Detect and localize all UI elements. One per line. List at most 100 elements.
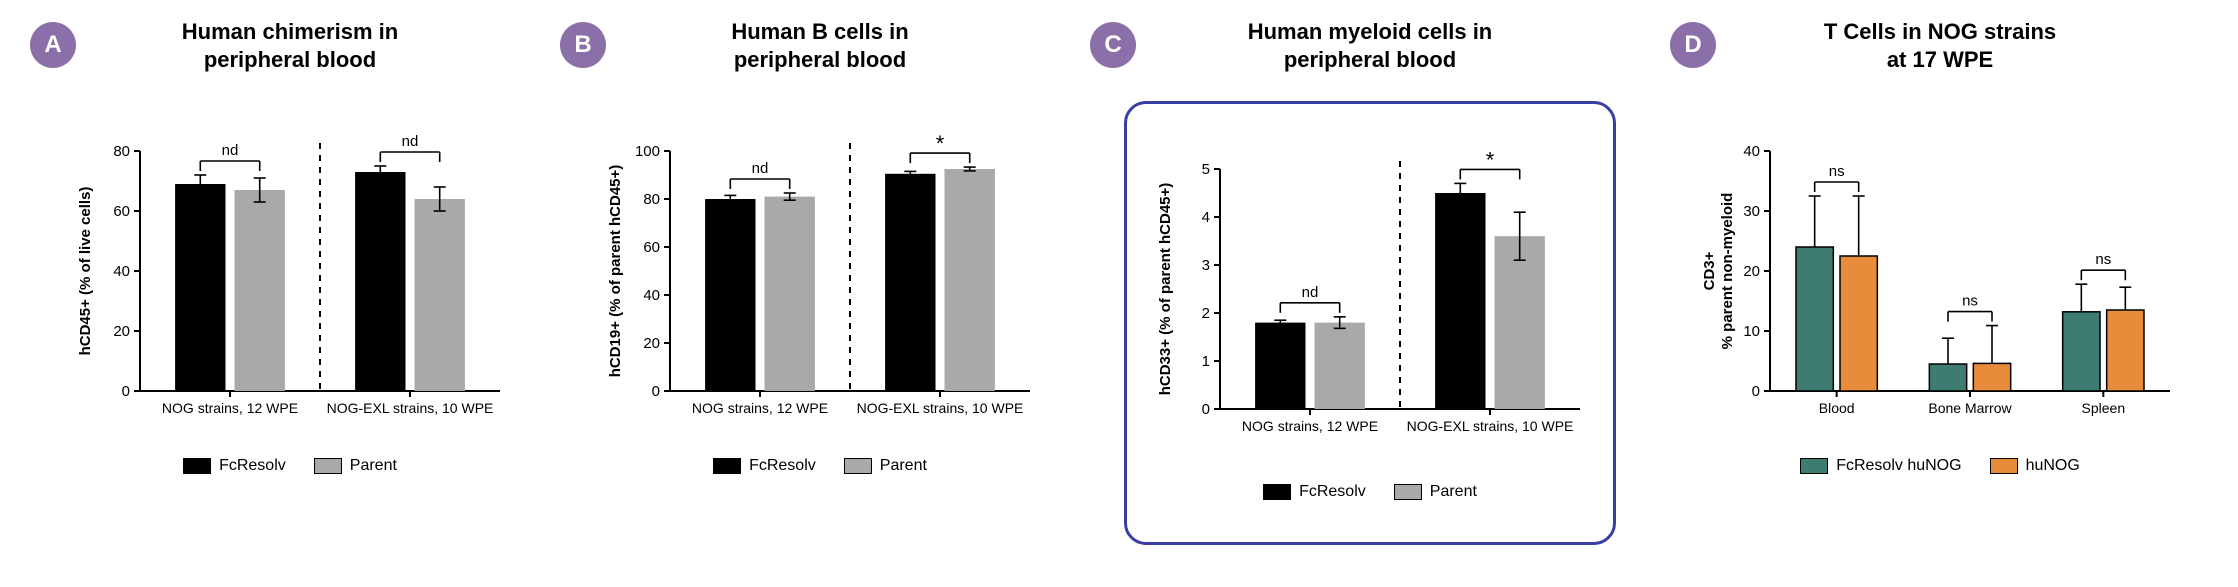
- panel-A-title: Human chimerism in peripheral blood: [76, 18, 550, 73]
- svg-text:hCD33+ (% of parent hCD45+): hCD33+ (% of parent hCD45+): [1157, 183, 1174, 396]
- legend-label: Parent: [350, 457, 397, 475]
- panel-B-title-line1: Human B cells in: [731, 19, 908, 44]
- legend-label: Parent: [880, 457, 927, 475]
- svg-text:ns: ns: [1829, 163, 1845, 180]
- svg-text:10: 10: [1743, 323, 1760, 340]
- legend-item: Parent: [844, 457, 927, 475]
- panel-C: C Human myeloid cells in peripheral bloo…: [1090, 18, 1650, 545]
- legend-label: huNOG: [2026, 457, 2080, 475]
- svg-text:100: 100: [635, 143, 660, 160]
- panel-C-title-line1: Human myeloid cells in: [1248, 19, 1493, 44]
- legend-swatch: [1800, 458, 1828, 474]
- svg-text:Blood: Blood: [1819, 400, 1855, 416]
- svg-text:80: 80: [643, 191, 660, 208]
- legend-item: FcResolv: [1263, 483, 1366, 501]
- svg-text:*: *: [1486, 147, 1495, 172]
- legend-item: huNOG: [1990, 457, 2080, 475]
- chart-A: 020406080hCD45+ (% of live cells)ndNOG s…: [70, 101, 510, 447]
- chart-C-outline-wrap: 0 1 2 3 4 5 hCD33+ (% of parent hCD45+) nd NOG s…: [1124, 101, 1616, 545]
- legend-D: FcResolv huNOG huNOG: [1800, 457, 2080, 475]
- svg-text:0: 0: [1202, 401, 1210, 418]
- legend-label: FcResolv: [219, 457, 286, 475]
- svg-text:Spleen: Spleen: [2082, 400, 2126, 416]
- svg-text:nd: nd: [1302, 284, 1319, 301]
- panel-D-badge: D: [1670, 22, 1716, 68]
- svg-text:CD3+: CD3+: [1701, 251, 1718, 290]
- svg-text:1: 1: [1202, 353, 1210, 370]
- svg-text:40: 40: [1743, 143, 1760, 160]
- svg-text:3: 3: [1202, 257, 1210, 274]
- svg-text:nd: nd: [752, 160, 769, 177]
- svg-text:30: 30: [1743, 203, 1760, 220]
- svg-text:0: 0: [652, 383, 660, 400]
- chart-B: 0 20 40 60 80 100 hCD19+ (% of parent hCD45+) n…: [600, 101, 1040, 447]
- svg-text:NOG strains, 12 WPE: NOG strains, 12 WPE: [162, 400, 298, 416]
- svg-text:2: 2: [1202, 305, 1210, 322]
- panel-B-title: Human B cells in peripheral blood: [606, 18, 1080, 73]
- legend-label: Parent: [1430, 483, 1477, 501]
- svg-text:40: 40: [643, 287, 660, 304]
- legend-B: FcResolv Parent: [713, 457, 927, 475]
- legend-C: FcResolv Parent: [1150, 483, 1590, 501]
- chart-D: 0 10 20 30 40 CD3+% parent non-myeloid ns Blood…: [1700, 101, 2180, 447]
- svg-text:20: 20: [113, 323, 130, 340]
- svg-text:nd: nd: [402, 133, 419, 150]
- panel-D-title: T Cells in NOG strains at 17 WPE: [1716, 18, 2210, 73]
- svg-text:NOG-EXL strains, 10 WPE: NOG-EXL strains, 10 WPE: [1407, 418, 1574, 434]
- svg-text:5: 5: [1202, 161, 1210, 178]
- panel-B: B Human B cells in peripheral blood 0 20 4…: [560, 18, 1080, 475]
- legend-item: FcResolv: [183, 457, 286, 475]
- panel-B-badge: B: [560, 22, 606, 68]
- legend-label: FcResolv: [1299, 483, 1366, 501]
- svg-text:60: 60: [643, 239, 660, 256]
- legend-item: Parent: [1394, 483, 1477, 501]
- svg-text:80: 80: [113, 143, 130, 160]
- legend-A: FcResolv Parent: [183, 457, 397, 475]
- svg-text:ns: ns: [2095, 251, 2111, 268]
- svg-text:hCD19+ (% of parent hCD45+): hCD19+ (% of parent hCD45+): [607, 165, 624, 378]
- svg-text:hCD45+ (% of live cells): hCD45+ (% of live cells): [77, 187, 94, 356]
- svg-text:20: 20: [1743, 263, 1760, 280]
- svg-text:NOG strains, 12 WPE: NOG strains, 12 WPE: [692, 400, 828, 416]
- legend-swatch: [844, 458, 872, 474]
- panel-D-title-line2: at 17 WPE: [1887, 47, 1993, 72]
- svg-text:4: 4: [1202, 209, 1210, 226]
- svg-text:% parent non-myeloid: % parent non-myeloid: [1719, 193, 1736, 350]
- panel-A-badge: A: [30, 22, 76, 68]
- panel-A-header: A Human chimerism in peripheral blood: [30, 18, 550, 73]
- legend-swatch: [1990, 458, 2018, 474]
- legend-swatch: [1263, 484, 1291, 500]
- panel-A-title-line1: Human chimerism in: [182, 19, 398, 44]
- svg-text:Bone Marrow: Bone Marrow: [1928, 400, 2012, 416]
- svg-text:40: 40: [113, 263, 130, 280]
- panel-C-badge: C: [1090, 22, 1136, 68]
- legend-swatch: [314, 458, 342, 474]
- legend-swatch: [713, 458, 741, 474]
- panel-C-title-line2: peripheral blood: [1284, 47, 1456, 72]
- legend-item: Parent: [314, 457, 397, 475]
- panel-D: D T Cells in NOG strains at 17 WPE 0 10 20…: [1670, 18, 2210, 475]
- panel-C-title: Human myeloid cells in peripheral blood: [1136, 18, 1650, 73]
- svg-text:20: 20: [643, 335, 660, 352]
- legend-item: FcResolv: [713, 457, 816, 475]
- panel-D-title-line1: T Cells in NOG strains: [1824, 19, 2056, 44]
- legend-swatch: [183, 458, 211, 474]
- svg-text:nd: nd: [222, 142, 239, 159]
- svg-text:*: *: [936, 131, 945, 156]
- legend-swatch: [1394, 484, 1422, 500]
- svg-text:NOG strains, 12 WPE: NOG strains, 12 WPE: [1242, 418, 1378, 434]
- panel-A: A Human chimerism in peripheral blood 02…: [30, 18, 550, 475]
- legend-label: FcResolv: [749, 457, 816, 475]
- svg-text:0: 0: [1752, 383, 1760, 400]
- panel-B-header: B Human B cells in peripheral blood: [560, 18, 1080, 73]
- panel-A-title-line2: peripheral blood: [204, 47, 376, 72]
- panel-B-title-line2: peripheral blood: [734, 47, 906, 72]
- legend-item: FcResolv huNOG: [1800, 457, 1961, 475]
- svg-text:NOG-EXL strains, 10 WPE: NOG-EXL strains, 10 WPE: [857, 400, 1024, 416]
- svg-text:ns: ns: [1962, 293, 1978, 310]
- svg-text:60: 60: [113, 203, 130, 220]
- svg-text:NOG-EXL strains, 10 WPE: NOG-EXL strains, 10 WPE: [327, 400, 494, 416]
- chart-C: 0 1 2 3 4 5 hCD33+ (% of parent hCD45+) nd NOG s…: [1150, 119, 1590, 465]
- legend-label: FcResolv huNOG: [1836, 457, 1961, 475]
- panel-D-header: D T Cells in NOG strains at 17 WPE: [1670, 18, 2210, 73]
